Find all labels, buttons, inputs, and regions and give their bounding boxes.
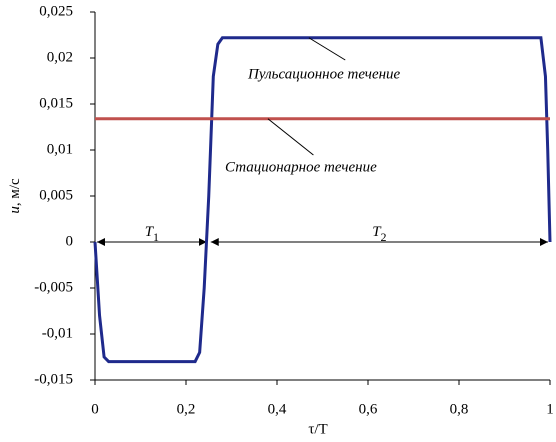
y-tick-label: 0 <box>66 233 74 249</box>
interval-subscript: 2 <box>381 230 387 244</box>
x-tick-label: 1 <box>546 401 554 417</box>
x-tick-label: 0,2 <box>177 401 196 417</box>
series-line <box>93 36 552 364</box>
y-tick-label: 0,01 <box>47 141 73 157</box>
x-tick-label: 0,8 <box>450 401 469 417</box>
interval-label: T2 <box>372 224 386 243</box>
x-tick-label: 0 <box>91 401 99 417</box>
annotation: Пульсационное течение <box>247 66 401 82</box>
y-tick-label: -0,01 <box>42 325 73 341</box>
y-axis-unit: , м/с <box>7 178 23 206</box>
interval-label: T1 <box>145 224 159 243</box>
interval-symbol: T <box>145 224 155 240</box>
leader-line <box>267 118 314 156</box>
y-tick-label: 0,015 <box>39 95 73 111</box>
y-tick-label: 0,025 <box>39 3 73 19</box>
y-tick-label: -0,015 <box>34 371 73 387</box>
annotation: Стационарное течение <box>225 159 377 175</box>
x-axis-label: τ/T <box>308 421 327 437</box>
y-axis-label: u, м/с <box>7 178 23 214</box>
interval-subscript: 1 <box>153 230 159 244</box>
y-tick-label: 0,02 <box>47 49 73 65</box>
y-tick-label: 0,005 <box>39 187 73 203</box>
y-axis-symbol: u <box>7 206 23 214</box>
y-tick-label: -0,005 <box>34 279 73 295</box>
leader-line <box>308 37 346 61</box>
x-tick-label: 0,6 <box>359 401 378 417</box>
x-tick-label: 0,4 <box>268 401 287 417</box>
interval-symbol: T <box>372 224 382 240</box>
